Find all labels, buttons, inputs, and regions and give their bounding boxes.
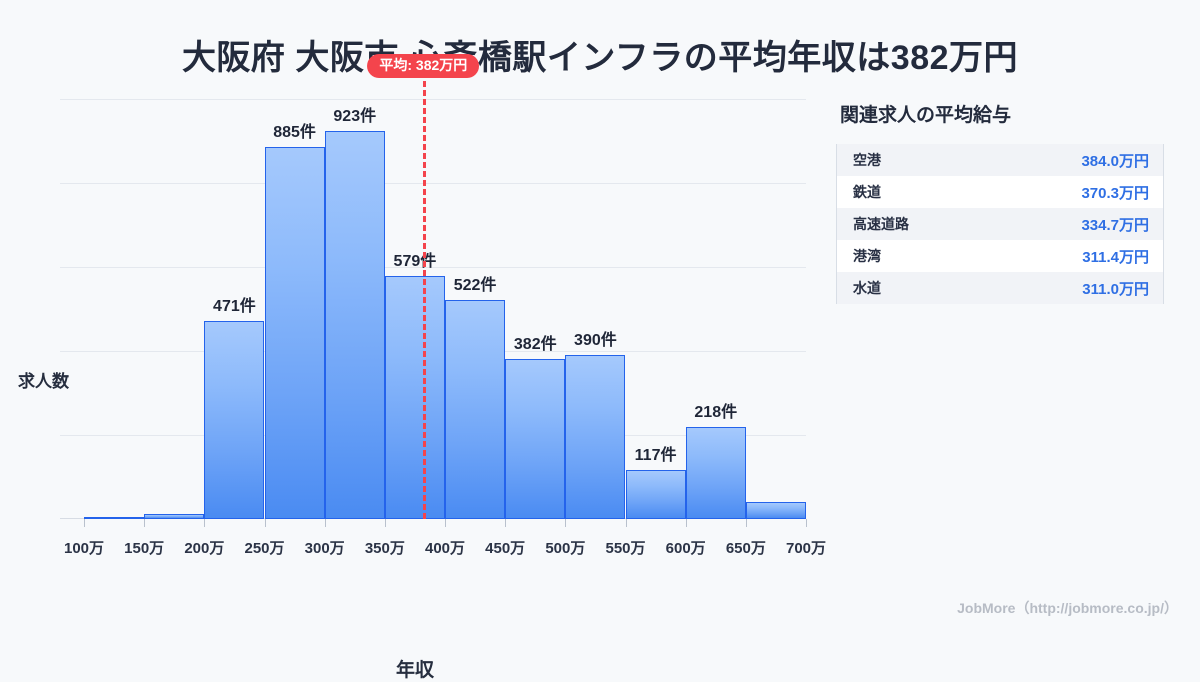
average-dashed-line <box>423 81 427 519</box>
x-axis-tick-label: 250万 <box>244 540 285 557</box>
gridline <box>60 99 806 100</box>
bar <box>84 516 145 519</box>
x-axis-tick <box>264 519 266 527</box>
bar <box>204 321 265 519</box>
x-axis-tick-label: 500万 <box>545 540 586 557</box>
bar-value-label: 923件 <box>333 108 377 126</box>
table-row: 水道 311.0万円 <box>837 272 1163 304</box>
salary-category-label: 高速道路 <box>853 216 909 232</box>
x-axis-tick <box>685 519 687 527</box>
bar <box>384 275 445 519</box>
bar <box>264 147 325 519</box>
x-axis-tick <box>384 519 386 527</box>
x-axis-tick <box>505 519 507 527</box>
footer-watermark: JobMore（http://jobmore.co.jp/） <box>957 600 1178 616</box>
x-axis-tick-label: 650万 <box>725 540 766 557</box>
x-axis-tick <box>625 519 627 527</box>
bar-value-label: 117件 <box>634 446 677 464</box>
x-axis-tick-label: 300万 <box>304 540 345 557</box>
bar <box>745 502 806 519</box>
table-row: 港湾 311.4万円 <box>837 240 1163 272</box>
chart-page: 大阪府 大阪市 心斎橋駅インフラの平均年収は382万円 求人数 年収 471件 8… <box>0 39 1178 681</box>
x-axis-tick <box>445 519 446 527</box>
bar-series: 471件 885件 923件 579件 522件 382件 390件 117件 218件 <box>84 99 806 519</box>
salary-category-label: 港湾 <box>853 248 881 264</box>
x-axis-tick <box>745 519 747 527</box>
bar-value-label: 579件 <box>393 252 437 270</box>
gridline <box>60 183 806 184</box>
salary-value: 311.4万円 <box>1082 248 1149 266</box>
salary-category-label: 水道 <box>853 280 881 296</box>
bar-value-label: 382件 <box>513 335 557 353</box>
bar-value-label: 471件 <box>213 298 256 316</box>
x-axis-tick-label: 600万 <box>665 540 706 557</box>
x-axis-tick-label: 700万 <box>785 540 827 557</box>
salary-category-label: 空港 <box>853 152 881 168</box>
x-axis-tick-label: 200万 <box>184 540 225 557</box>
x-axis-tick-label: 550万 <box>605 540 646 557</box>
x-axis-tick <box>565 519 567 527</box>
x-axis-tick-label: 400万 <box>424 540 466 557</box>
salary-value: 311.0万円 <box>1082 280 1149 298</box>
related-salary-panel: 関連求人の平均給与 空港 384.0万円鉄道 370.3万円高速道路 334.7万円港… <box>836 100 1176 304</box>
page-title: 大阪府 大阪市 心斎橋駅インフラの平均年収は382万円 <box>181 39 1019 77</box>
x-axis-tick-label: 150万 <box>124 540 165 557</box>
gridline <box>60 267 806 268</box>
plot-area: 471件 885件 923件 579件 522件 382件 390件 117件 218件 100… <box>60 54 826 557</box>
x-axis-tick <box>144 519 146 527</box>
bar <box>505 358 566 519</box>
x-axis-tick <box>204 519 206 527</box>
x-axis-title: 年収 <box>395 660 434 681</box>
x-axis-tick <box>84 519 85 527</box>
y-axis-title: 求人数 <box>18 372 69 391</box>
x-axis-tick-label: 450万 <box>485 540 526 557</box>
related-salary-table: 空港 384.0万円鉄道 370.3万円高速道路 334.7万円港湾 311.4万円水道… <box>836 144 1164 304</box>
bar <box>324 131 385 519</box>
table-row: 高速道路 334.7万円 <box>837 208 1163 240</box>
histogram-chart: 求人数 年収 471件 885件 923件 579件 522件 382件 390件 117件 2… <box>0 54 830 681</box>
salary-value: 384.0万円 <box>1081 152 1149 170</box>
bar-value-label: 885件 <box>273 124 316 142</box>
x-axis-tick <box>324 519 326 527</box>
bar <box>144 513 205 519</box>
bar-value-label: 218件 <box>694 404 738 422</box>
bar-value-label: 390件 <box>574 332 617 350</box>
bar <box>685 427 746 519</box>
x-axis-tick-label: 350万 <box>364 540 405 557</box>
bar <box>445 299 506 519</box>
table-row: 鉄道 370.3万円 <box>837 176 1163 208</box>
bar-value-label: 522件 <box>453 276 497 294</box>
salary-category-label: 鉄道 <box>853 184 881 200</box>
table-row: 空港 384.0万円 <box>837 144 1163 176</box>
x-axis-tick <box>806 519 807 527</box>
salary-value: 334.7万円 <box>1081 216 1149 234</box>
x-axis-tick-label: 100万 <box>63 540 105 557</box>
salary-value: 370.3万円 <box>1081 184 1149 202</box>
related-salary-heading: 関連求人の平均給与 <box>840 105 1012 126</box>
average-badge: 平均: 382万円 <box>367 54 480 79</box>
bar <box>625 469 686 519</box>
bar <box>565 355 626 519</box>
